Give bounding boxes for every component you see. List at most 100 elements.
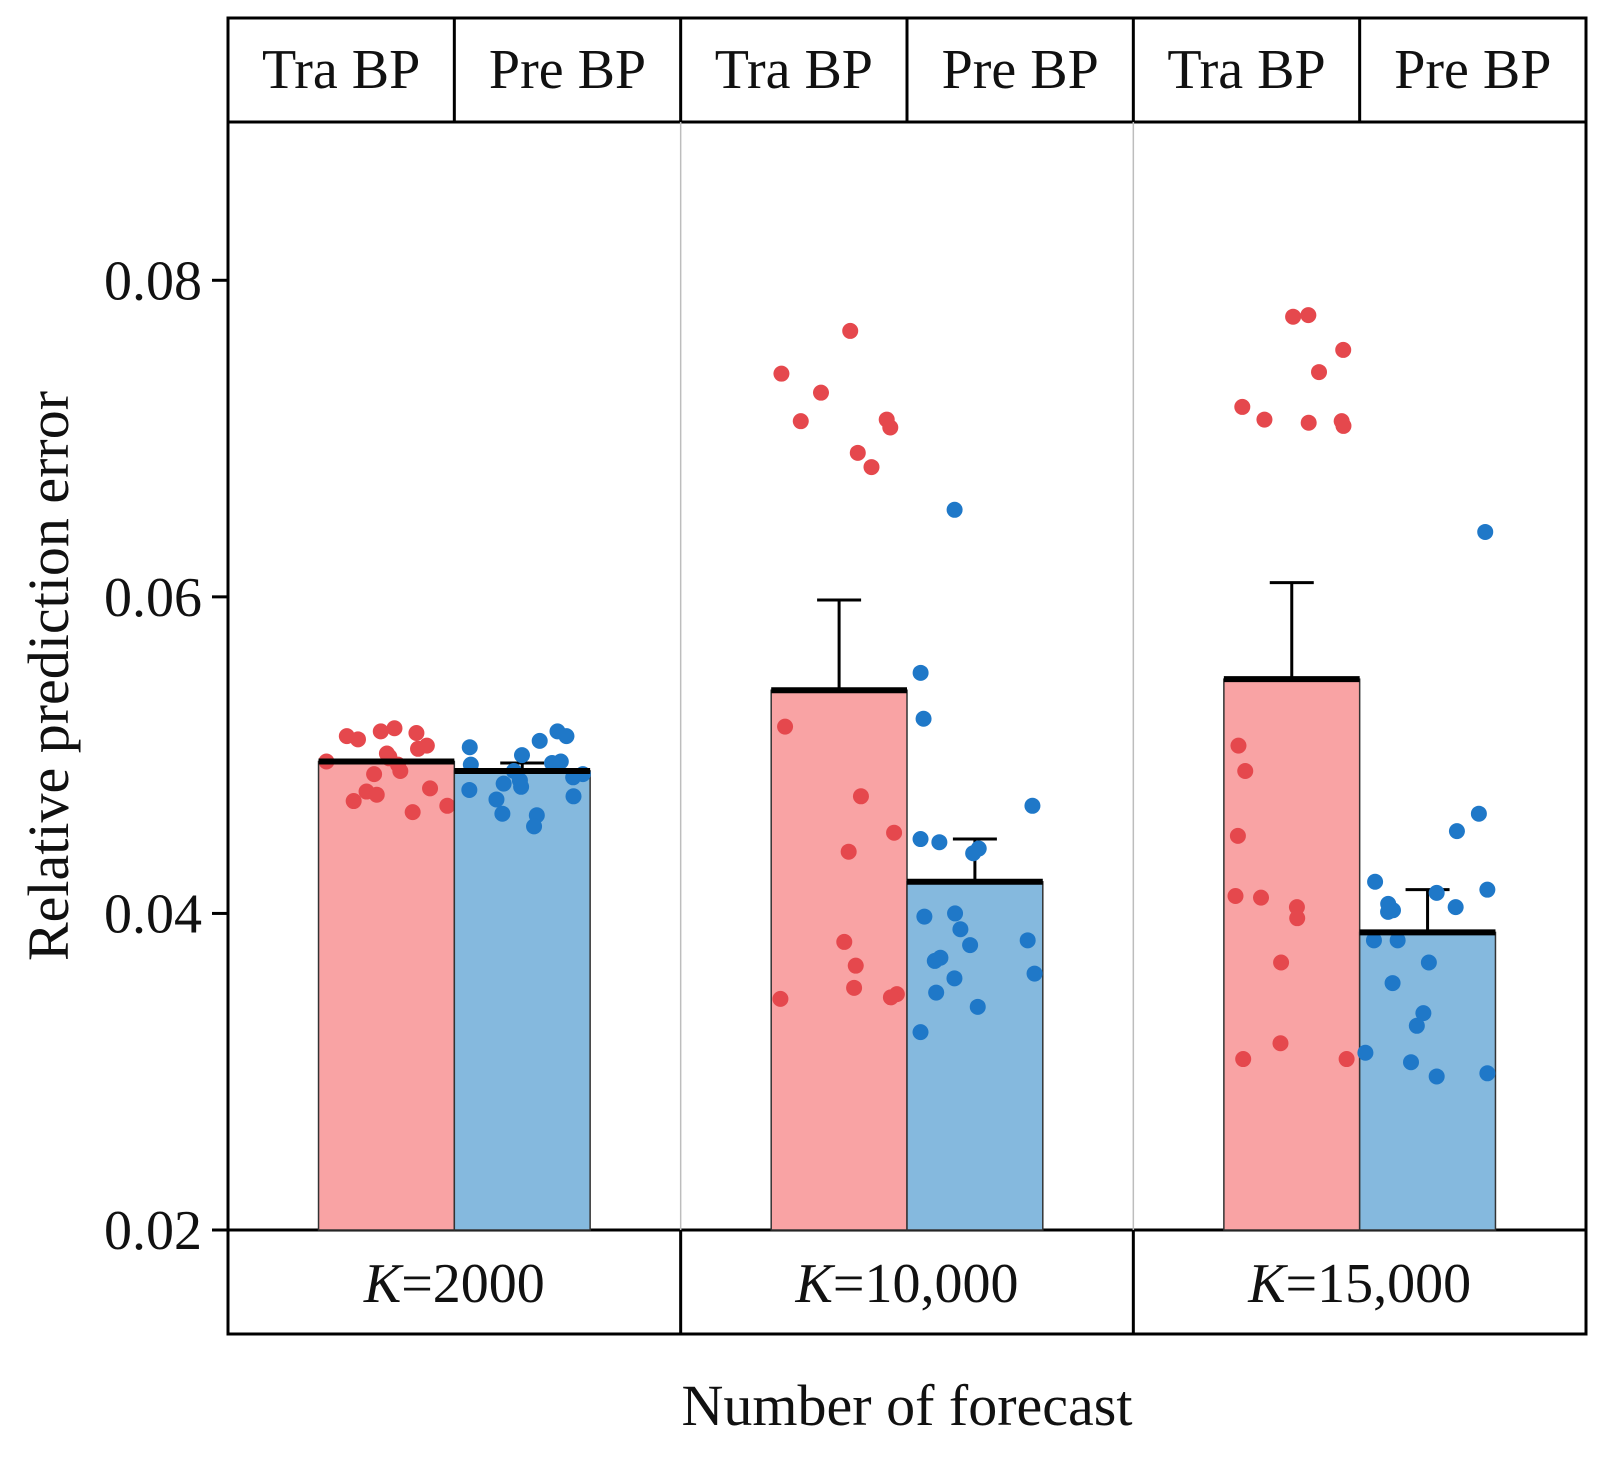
data-point xyxy=(840,843,857,860)
data-point xyxy=(1448,823,1465,840)
y-tick-label: 0.02 xyxy=(104,1200,202,1262)
data-point xyxy=(1227,888,1244,905)
data-point xyxy=(1024,797,1041,814)
data-point xyxy=(772,990,789,1007)
data-point xyxy=(969,998,986,1015)
data-point xyxy=(1477,523,1494,540)
data-point xyxy=(1256,411,1273,428)
data-point xyxy=(1380,903,1397,920)
data-point xyxy=(1273,954,1290,971)
data-point xyxy=(1479,881,1496,898)
group-label-k: K xyxy=(795,1253,836,1315)
group-label-k: K xyxy=(1247,1253,1288,1315)
data-point xyxy=(1285,308,1302,325)
data-point xyxy=(494,805,511,822)
data-point xyxy=(513,778,530,795)
data-point xyxy=(1019,932,1036,949)
y-tick-label: 0.04 xyxy=(104,883,202,945)
bar xyxy=(770,689,908,1231)
data-point xyxy=(1335,341,1352,358)
y-axis: 0.02 0.04 0.06 0.08 xyxy=(104,250,228,1262)
data-point xyxy=(912,831,929,848)
series-header-label: Pre BP xyxy=(489,39,646,101)
data-point xyxy=(1235,1051,1252,1068)
bar xyxy=(453,770,591,1231)
data-point xyxy=(513,747,530,764)
data-point xyxy=(1447,899,1464,916)
data-point xyxy=(842,322,859,339)
data-point xyxy=(349,731,366,748)
data-point xyxy=(1311,364,1328,381)
group-label-row: K=2000 K=10,000 K=15,000 xyxy=(363,1230,1471,1334)
series-header-row: Tra BP Pre BP Tra BP Pre BP Tra BP Pre BP xyxy=(262,18,1551,122)
x-axis-title: Number of forecast xyxy=(682,1373,1133,1438)
data-point xyxy=(849,444,866,461)
series-header-label: Pre BP xyxy=(1394,39,1551,101)
data-point xyxy=(952,921,969,938)
data-point xyxy=(410,740,427,757)
data-point xyxy=(1300,414,1317,431)
group-label: K=15,000 xyxy=(1247,1253,1471,1315)
data-point xyxy=(495,775,512,792)
data-point xyxy=(1470,805,1487,822)
data-point xyxy=(1229,827,1246,844)
data-point xyxy=(912,1024,929,1041)
data-point xyxy=(368,786,385,803)
data-point xyxy=(773,365,790,382)
data-point xyxy=(345,793,362,810)
data-point xyxy=(1367,873,1384,890)
data-point xyxy=(962,937,979,954)
series-header-label: Tra BP xyxy=(715,39,873,101)
data-point xyxy=(1403,1054,1420,1071)
data-point xyxy=(392,762,409,779)
bar xyxy=(317,760,456,1231)
plot-area xyxy=(317,122,1497,1231)
data-point xyxy=(882,419,899,436)
data-point xyxy=(926,952,943,969)
data-point xyxy=(404,804,421,821)
data-point xyxy=(965,845,982,862)
data-point xyxy=(439,797,456,814)
data-point xyxy=(544,755,561,772)
bar xyxy=(1223,678,1361,1231)
data-point xyxy=(565,788,582,805)
bar xyxy=(906,881,1044,1231)
data-point xyxy=(882,989,899,1006)
data-point xyxy=(863,459,880,476)
data-point xyxy=(852,788,869,805)
data-point xyxy=(1420,954,1437,971)
data-point xyxy=(1253,889,1270,906)
series-header-label: Tra BP xyxy=(262,39,420,101)
data-point xyxy=(1272,1035,1289,1052)
data-point xyxy=(558,728,575,745)
data-point xyxy=(1335,417,1352,434)
data-point xyxy=(912,664,929,681)
data-point xyxy=(812,384,829,401)
data-point xyxy=(1289,910,1306,927)
data-point xyxy=(488,791,505,808)
data-point xyxy=(1384,975,1401,992)
data-point xyxy=(461,739,478,756)
data-point xyxy=(366,766,383,783)
y-tick-label: 0.06 xyxy=(104,567,202,629)
group-label: K=10,000 xyxy=(795,1253,1019,1315)
data-point xyxy=(1408,1017,1425,1034)
data-point xyxy=(1338,1051,1355,1068)
data-point xyxy=(931,834,948,851)
series-header-label: Pre BP xyxy=(942,39,1099,101)
data-point xyxy=(1428,884,1445,901)
data-point xyxy=(372,723,389,740)
y-axis-title: Relative prediction error xyxy=(16,391,81,961)
bar xyxy=(1358,931,1497,1231)
group-label-k: K xyxy=(363,1253,404,1315)
y-tick-label: 0.08 xyxy=(104,250,202,312)
data-point xyxy=(1300,307,1317,324)
group-label: K=2000 xyxy=(363,1253,545,1315)
data-point xyxy=(461,781,478,798)
data-point xyxy=(847,957,864,974)
data-point xyxy=(526,818,543,835)
data-point xyxy=(1389,932,1406,949)
group-label-value: =2000 xyxy=(401,1253,545,1315)
data-point xyxy=(531,732,548,749)
